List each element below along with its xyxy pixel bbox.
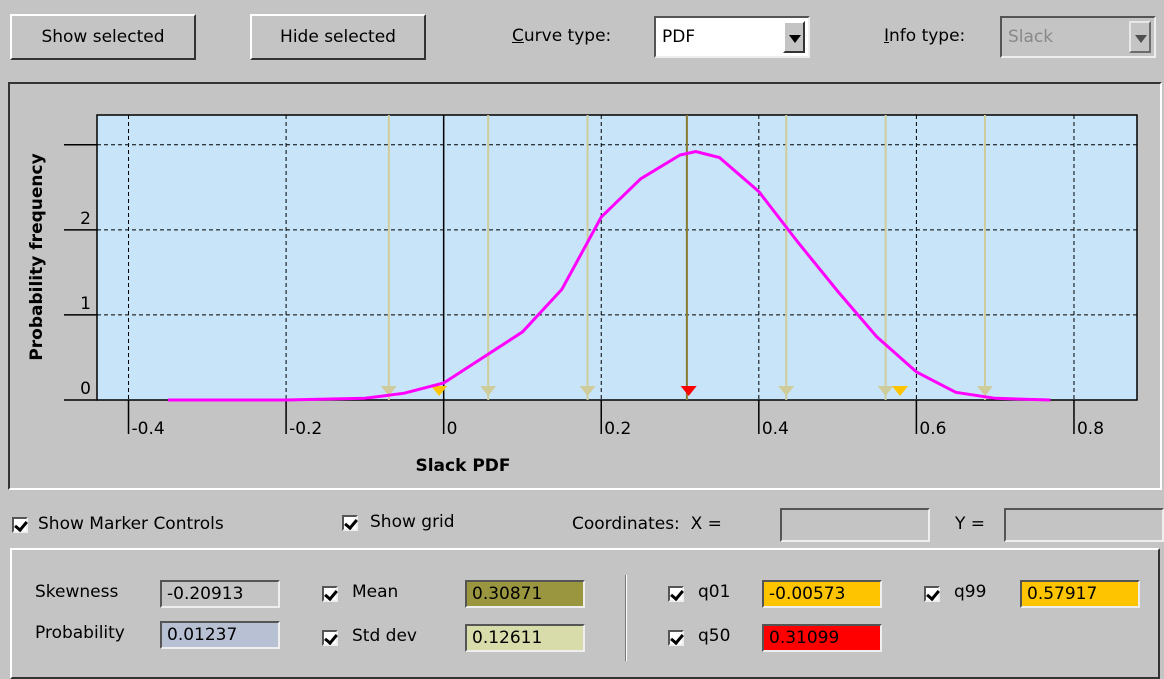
chart: Slack PDF Probability frequency 0 1 2 -0.4 -… — [8, 82, 1162, 490]
info-type-label: Info type: — [884, 26, 966, 46]
x-tick-label: 0.8 — [1077, 419, 1104, 439]
y-axis-label: Probability frequency — [27, 153, 47, 360]
plot-area — [96, 114, 1138, 401]
std-dev-marker — [380, 386, 397, 396]
mean-label: Mean — [352, 582, 399, 602]
dropdown-arrow — [1129, 21, 1151, 53]
q50-value: 0.31099 — [762, 624, 882, 652]
std-dev-marker — [976, 386, 993, 396]
show-selected-button[interactable]: Show selected — [10, 14, 196, 60]
probability-label: Probability — [35, 623, 125, 643]
x-tick-label: 0.4 — [762, 419, 789, 439]
mean-checkbox[interactable] — [322, 586, 338, 602]
coordinates-y-label: Y = — [955, 514, 986, 534]
std-dev-marker — [877, 386, 894, 396]
curve-type-value: PDF — [662, 27, 696, 47]
q99-checkbox[interactable] — [924, 586, 940, 602]
y-tick-label: 1 — [80, 294, 91, 314]
coordinates-x-label: Coordinates: X = — [572, 514, 722, 534]
q50-marker — [680, 386, 697, 396]
q99-marker — [891, 386, 908, 396]
marker-panel — [10, 548, 1160, 679]
q01-checkbox[interactable] — [668, 586, 684, 602]
info-type-select: Slack — [1000, 16, 1156, 58]
info-type-value: Slack — [1008, 27, 1054, 47]
q01-value: -0.00573 — [762, 580, 882, 608]
x-axis-label: Slack PDF — [415, 456, 510, 476]
y-tick-label: 2 — [80, 209, 91, 229]
show-marker-controls-checkbox[interactable] — [12, 517, 28, 533]
show-marker-controls-label: Show Marker Controls — [38, 514, 224, 534]
coordinates-x-field[interactable] — [780, 508, 930, 542]
x-tick-label: 0 — [447, 419, 458, 439]
std_dev-checkbox[interactable] — [322, 630, 338, 646]
x-tick-label: 0.2 — [604, 419, 631, 439]
x-tick-label: -0.4 — [132, 419, 165, 439]
q99-value: 0.57917 — [1020, 580, 1140, 608]
pdf-curve — [167, 150, 1051, 402]
q50-label: q50 — [698, 626, 731, 646]
x-tick-label: -0.2 — [289, 419, 322, 439]
std-dev-marker — [480, 386, 497, 396]
curve-type-label: Curve type: — [512, 26, 612, 46]
std-dev-marker — [579, 386, 596, 396]
skewness-label: Skewness — [35, 582, 119, 602]
show-grid-checkbox[interactable] — [342, 515, 358, 531]
show-grid-label: Show grid — [370, 512, 455, 532]
curve-type-select[interactable]: PDF — [654, 16, 810, 58]
mean-value: 0.30871 — [465, 580, 585, 608]
std-dev-marker — [778, 386, 795, 396]
q01-label: q01 — [698, 582, 731, 602]
x-tick-label: 0.6 — [919, 419, 946, 439]
skewness-value: -0.20913 — [160, 580, 280, 608]
q01-marker — [431, 386, 448, 396]
coordinates-y-field[interactable] — [1004, 508, 1164, 542]
dropdown-arrow — [783, 21, 805, 53]
y-tick-label: 0 — [80, 379, 91, 399]
std_dev-value: 0.12611 — [465, 624, 585, 652]
q50-checkbox[interactable] — [668, 630, 684, 646]
std_dev-label: Std dev — [352, 626, 417, 646]
hide-selected-button[interactable]: Hide selected — [250, 14, 426, 60]
probability-value: 0.01237 — [160, 621, 280, 649]
divider — [625, 575, 627, 661]
q99-label: q99 — [954, 582, 987, 602]
